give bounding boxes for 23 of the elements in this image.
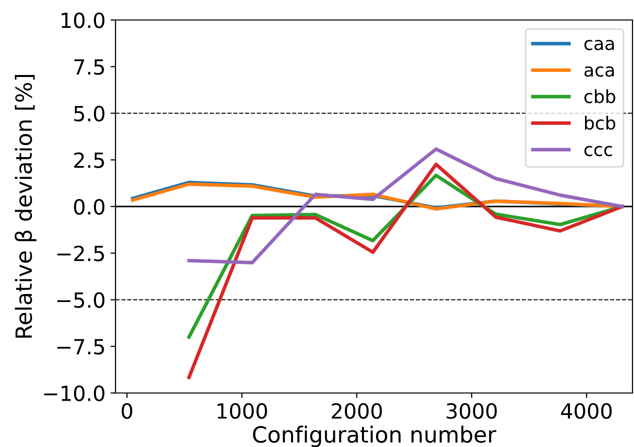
- y-tick-label: 2.5: [74, 152, 104, 168]
- x-tick-label: 1000: [218, 403, 268, 419]
- y-tick-label: −10.0: [44, 385, 104, 402]
- y-tick-label: −2.5: [57, 246, 104, 262]
- y-tick-label: −5.0: [57, 292, 104, 308]
- y-tick-label: 7.5: [74, 59, 104, 75]
- y-tick-label: −7.5: [57, 339, 104, 355]
- legend-label: caa: [584, 40, 614, 50]
- y-tick-label: 5.0: [74, 106, 104, 122]
- y-tick-label: 10.0: [62, 12, 104, 28]
- x-tick-label: 4000: [561, 403, 612, 419]
- legend-label: bcb: [585, 116, 616, 130]
- legend-label: cbb: [584, 89, 616, 104]
- x-tick-label: 0: [122, 403, 132, 419]
- x-axis-title: Configuration number: [253, 426, 496, 447]
- line-series: [187, 147, 624, 264]
- y-tick-label: 0.0: [74, 198, 104, 215]
- legend-label: ccc: [584, 146, 612, 156]
- legend-label: aca: [584, 66, 614, 77]
- line-series: [187, 162, 624, 380]
- x-tick-label: 2000: [332, 403, 382, 419]
- x-tick-label: 3000: [446, 403, 497, 419]
- y-axis-title: Relative β deviation [%]: [14, 75, 36, 338]
